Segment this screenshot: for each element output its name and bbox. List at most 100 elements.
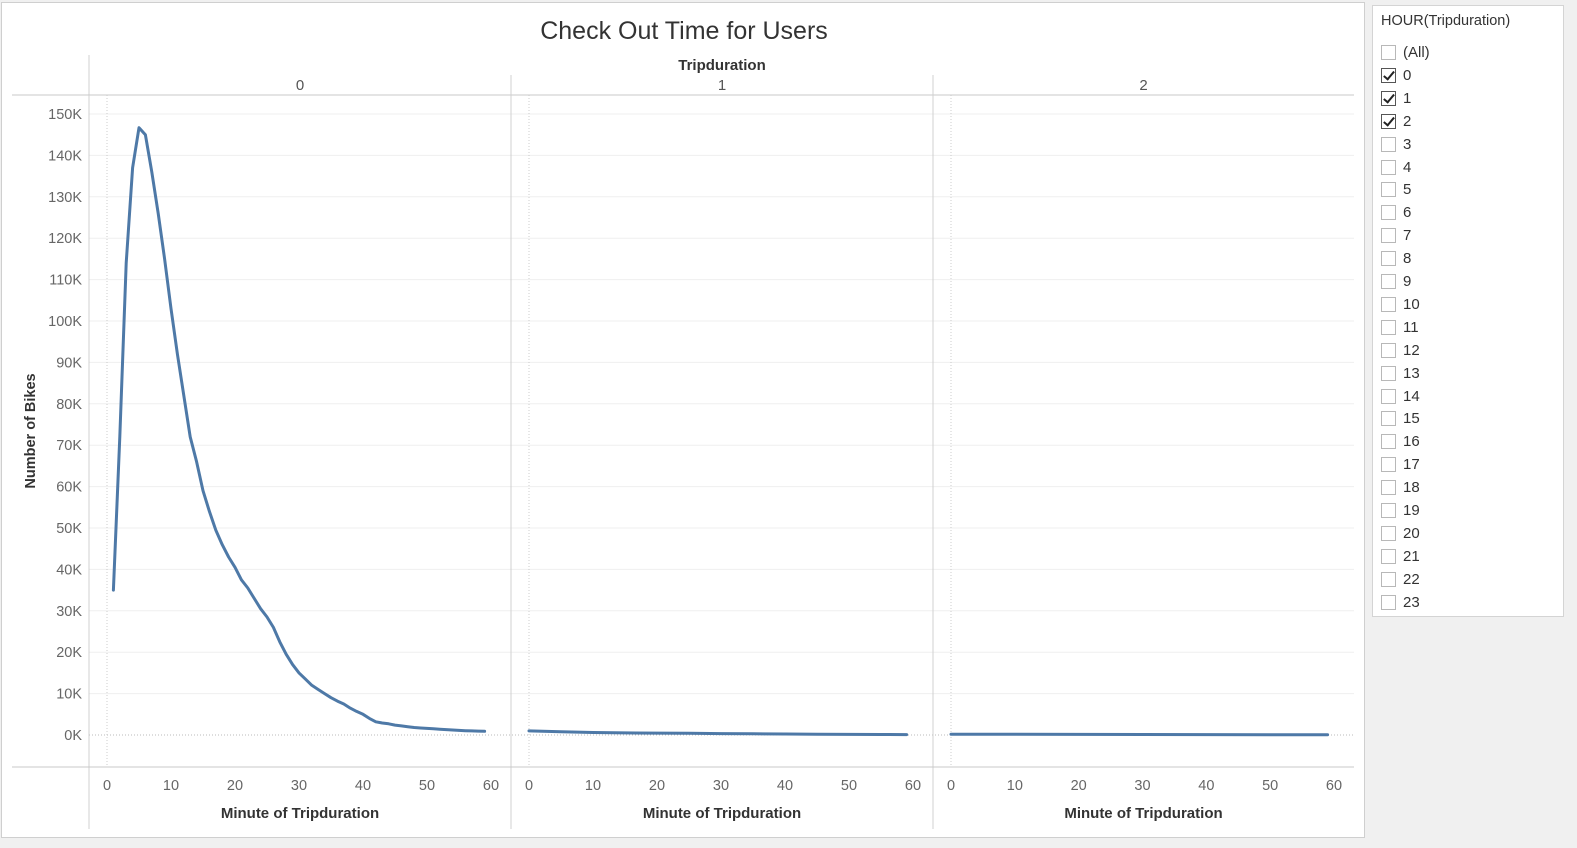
y-tick-label: 10K: [56, 687, 82, 703]
filter-item-label: 10: [1403, 295, 1420, 313]
y-tick-label: 70K: [56, 438, 82, 454]
filter-item[interactable]: 1: [1381, 90, 1551, 110]
checkbox[interactable]: [1381, 182, 1396, 198]
y-tick-label: 40K: [56, 562, 82, 578]
check-icon: [1383, 91, 1395, 104]
filter-item-label: 20: [1403, 524, 1420, 542]
filter-item-label: 3: [1403, 135, 1412, 153]
filter-item[interactable]: 16: [1381, 433, 1551, 453]
checkbox[interactable]: [1381, 480, 1396, 496]
filter-title: HOUR(Tripduration): [1381, 13, 1511, 29]
checkbox[interactable]: [1381, 45, 1396, 60]
panel-label: 1: [718, 77, 726, 94]
check-icon: [1383, 68, 1395, 81]
x-tick-label: 20: [1071, 778, 1087, 794]
chart-title: Check Out Time for Users: [540, 17, 828, 45]
checkbox[interactable]: [1381, 457, 1396, 473]
checkbox[interactable]: [1381, 67, 1396, 83]
filter-item[interactable]: 12: [1381, 342, 1551, 362]
x-tick-label: 50: [419, 778, 435, 794]
filter-item[interactable]: 15: [1381, 410, 1551, 430]
series-line: [111, 126, 487, 733]
checkbox[interactable]: [1381, 274, 1396, 289]
y-tick-label: 140K: [48, 148, 82, 164]
filter-item[interactable]: 21: [1381, 548, 1551, 568]
checkbox[interactable]: [1381, 205, 1396, 221]
filter-item[interactable]: 5: [1381, 181, 1551, 201]
filter-item[interactable]: 3: [1381, 136, 1551, 156]
y-tick-label: 60K: [56, 480, 82, 496]
checkbox[interactable]: [1381, 365, 1396, 381]
filter-item[interactable]: 13: [1381, 365, 1551, 385]
filter-item-label: 18: [1403, 479, 1420, 497]
x-tick-label: 10: [1007, 778, 1023, 794]
x-axis-label: Minute of Tripduration: [221, 805, 379, 822]
filter-item-label: 23: [1403, 593, 1420, 611]
filter-item[interactable]: 17: [1381, 456, 1551, 476]
y-tick-label: 0K: [64, 728, 82, 744]
checkbox[interactable]: [1381, 548, 1396, 564]
checkbox[interactable]: [1381, 594, 1396, 610]
filter-item-label: 6: [1403, 204, 1412, 222]
filter-item-label: 16: [1403, 433, 1420, 451]
filter-item[interactable]: 0: [1381, 67, 1551, 87]
x-tick-label: 40: [1198, 778, 1214, 794]
filter-item[interactable]: 23: [1381, 594, 1551, 614]
checkbox[interactable]: [1381, 90, 1396, 106]
y-axis-label: Number of Bikes: [23, 373, 39, 488]
checkbox[interactable]: [1381, 136, 1396, 152]
filter-item[interactable]: 19: [1381, 502, 1551, 522]
filter-item[interactable]: 14: [1381, 388, 1551, 408]
filter-item[interactable]: 18: [1381, 479, 1551, 499]
filter-item[interactable]: 2: [1381, 113, 1551, 133]
filter-item-label: 14: [1403, 387, 1420, 405]
checkbox[interactable]: [1381, 113, 1396, 129]
filter-item-label: 8: [1403, 250, 1412, 268]
x-tick-label: 0: [525, 778, 533, 794]
checkbox[interactable]: [1381, 251, 1396, 267]
checkbox[interactable]: [1381, 503, 1396, 518]
x-tick-label: 20: [649, 778, 665, 794]
y-tick-label: 20K: [56, 645, 82, 661]
checkbox[interactable]: [1381, 296, 1396, 312]
checkbox[interactable]: [1381, 434, 1396, 450]
filter-item[interactable]: 7: [1381, 227, 1551, 247]
filter-item-label: 12: [1403, 341, 1420, 359]
panel-label: 2: [1139, 77, 1147, 94]
x-tick-label: 0: [103, 778, 111, 794]
filter-item[interactable]: (All): [1381, 44, 1551, 64]
filter-item-label: 7: [1403, 227, 1412, 245]
filter-item-label: 1: [1403, 89, 1412, 107]
filter-item-label: 2: [1403, 112, 1412, 130]
filter-item[interactable]: 8: [1381, 250, 1551, 270]
filter-item-label: (All): [1403, 44, 1430, 61]
checkbox[interactable]: [1381, 571, 1396, 587]
x-tick-label: 0: [947, 778, 955, 794]
filter-item[interactable]: 9: [1381, 273, 1551, 293]
filter-item-label: 13: [1403, 364, 1420, 382]
filter-item[interactable]: 10: [1381, 296, 1551, 316]
filter-item-label: 15: [1403, 410, 1420, 428]
panel-label: 0: [296, 77, 304, 94]
filter-item[interactable]: 22: [1381, 571, 1551, 591]
filter-item-label: 22: [1403, 570, 1420, 588]
filter-item-label: 21: [1403, 547, 1420, 565]
checkbox[interactable]: [1381, 319, 1396, 335]
filter-item[interactable]: 20: [1381, 525, 1551, 545]
x-tick-label: 20: [227, 778, 243, 794]
x-tick-label: 40: [777, 778, 793, 794]
filter-item[interactable]: 4: [1381, 159, 1551, 179]
x-tick-label: 30: [291, 778, 307, 794]
checkbox[interactable]: [1381, 342, 1396, 358]
x-tick-label: 50: [1262, 778, 1278, 794]
x-axis-label: Minute of Tripduration: [1064, 805, 1222, 822]
checkbox[interactable]: [1381, 228, 1396, 244]
y-tick-label: 80K: [56, 397, 82, 413]
filter-item[interactable]: 6: [1381, 204, 1551, 224]
checkbox[interactable]: [1381, 411, 1396, 427]
checkbox[interactable]: [1381, 525, 1396, 541]
checkbox[interactable]: [1381, 388, 1396, 404]
checkbox[interactable]: [1381, 159, 1396, 175]
filter-item[interactable]: 11: [1381, 319, 1551, 339]
